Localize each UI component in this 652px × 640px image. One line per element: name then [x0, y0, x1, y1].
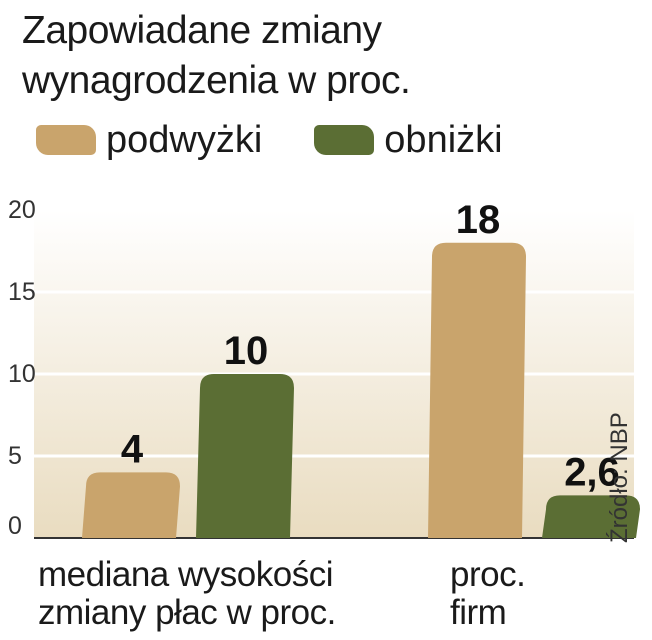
category-label-mediana-line-1: mediana wysokości: [38, 555, 333, 594]
category-label-firmy-line-1: proc.: [450, 555, 526, 594]
chart-title: Zapowiadane zmiany wynagrodzenia w proc.: [22, 9, 411, 102]
category-label-mediana: mediana wysokości zmiany płac w proc.: [38, 556, 336, 632]
data-label-podwyzki-0: 4: [121, 427, 144, 471]
bar-obnizki-0: [196, 374, 294, 538]
legend-label-obnizki: obniżki: [384, 118, 503, 161]
legend-item-podwyzki: podwyżki: [36, 119, 262, 162]
bar-podwyzki-0: [82, 472, 180, 538]
legend-item-obnizki: obniżki: [314, 118, 503, 162]
y-tick-label-5: 5: [8, 442, 22, 470]
source-note: Źródło: NBP: [606, 412, 633, 543]
y-tick-label-15: 15: [8, 278, 36, 306]
category-label-firmy-line-2: firm: [450, 593, 507, 632]
y-tick-label-0: 0: [8, 512, 22, 540]
legend: podwyżki obniżki: [36, 118, 555, 162]
data-label-podwyzki-1: 18: [456, 198, 501, 242]
category-label-firmy: proc. firm: [450, 555, 526, 632]
legend-label-podwyzki: podwyżki: [106, 118, 263, 161]
legend-swatch-podwyzki: [36, 125, 96, 155]
bar-podwyzki-1: [428, 242, 526, 539]
data-label-obnizki-0: 10: [224, 329, 269, 373]
bar-obnizki-1: [542, 495, 640, 538]
bar-chart: 0 5 10 15 20 4 10 18 2,6: [8, 196, 640, 540]
category-label-mediana-line-2: zmiany płac w proc.: [38, 593, 336, 632]
y-tick-label-10: 10: [8, 360, 36, 388]
legend-swatch-obnizki: [314, 125, 375, 155]
data-label-obnizki-1: 2,6: [564, 450, 620, 494]
y-tick-label-20: 20: [8, 196, 36, 224]
